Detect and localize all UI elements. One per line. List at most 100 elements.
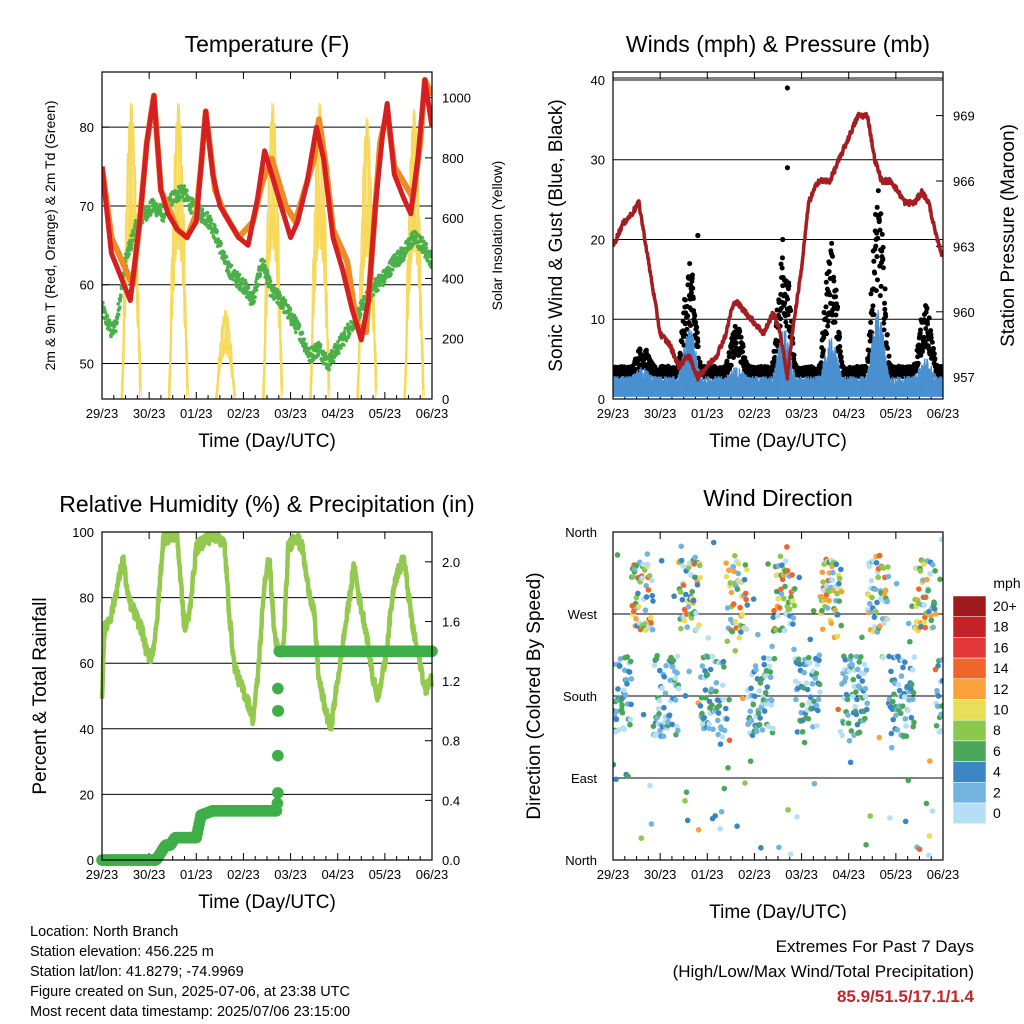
direction-point [661, 673, 668, 680]
direction-point [683, 789, 690, 796]
direction-point [613, 776, 619, 783]
dewpoint-point [331, 359, 336, 364]
dewpoint-point [318, 342, 323, 347]
direction-point [648, 620, 654, 626]
dewpoint-point [389, 272, 393, 276]
gust-point [930, 345, 936, 351]
dewpoint-point [297, 323, 302, 327]
x-tick-label: 03/23 [274, 867, 307, 882]
gust-point [876, 217, 882, 223]
gust-point [929, 339, 935, 345]
dewpoint-point [205, 210, 210, 215]
y-tick-label: South [563, 689, 597, 704]
gust-point [823, 279, 829, 285]
gust-point [824, 331, 830, 337]
winds-panel: Winds (mph) & Pressure (mb) 29/23 30/23 01/… [546, 31, 1019, 452]
solar-insolation-line [214, 309, 237, 399]
y2-axis-label: Station Pressure (Maroon) [998, 124, 1019, 347]
y2-tick-label: 1000 [442, 91, 471, 106]
gust-point [883, 313, 889, 319]
solar-insolation-line [167, 102, 189, 399]
gust-point [877, 227, 883, 233]
gust-point [825, 323, 831, 329]
gust-point [740, 344, 746, 350]
direction-point [614, 552, 621, 558]
dewpoint-point [429, 265, 432, 269]
direction-point [671, 593, 677, 600]
dewpoint-point [390, 267, 395, 272]
dewpoint-point [118, 297, 123, 302]
dewpoint-point [328, 363, 333, 367]
plot-frame [101, 71, 433, 400]
dewpoint-point [278, 293, 283, 298]
x-axis-label: Time (Day/UTC) [709, 902, 847, 920]
dewpoint-point [382, 279, 387, 284]
dewpoint-point [222, 250, 226, 255]
gust-point [881, 327, 887, 333]
dewpoint-point [129, 242, 134, 247]
y2-tick-label: 0.4 [442, 793, 460, 808]
direction-point [623, 676, 630, 683]
precip-point [272, 682, 284, 695]
direction-point [672, 675, 679, 681]
dewpoint-point [180, 195, 185, 199]
direction-point [696, 622, 702, 628]
direction-point [613, 761, 617, 768]
x-tick-label: 04/23 [321, 867, 354, 882]
dewpoint-point [116, 302, 120, 306]
gust-point [833, 312, 839, 318]
y2-tick-label: 963 [953, 239, 975, 254]
y2-tick-label: 957 [953, 370, 975, 385]
direction-point [685, 604, 692, 610]
gust-point [827, 261, 833, 267]
y-axis-label: Percent & Total Rainfall [30, 597, 51, 794]
gust-point [932, 356, 938, 362]
x-tick-label: 04/23 [832, 867, 865, 882]
y-axis-label: Sonic Wind & Gust (Blue, Black) [546, 99, 567, 371]
dewpoint-point [263, 265, 268, 270]
direction-point [627, 658, 634, 665]
direction-point [674, 653, 681, 660]
direction-point [615, 686, 621, 692]
dewpoint-point [262, 259, 267, 263]
gust-point [917, 327, 923, 333]
direction-point [656, 711, 662, 717]
y2-tick-label: 2.0 [442, 555, 460, 570]
direction-point [627, 721, 633, 728]
direction-point [642, 607, 649, 614]
precip-point [272, 749, 284, 762]
gust-point [871, 312, 877, 318]
gust-point [728, 345, 734, 351]
direction-point [649, 592, 656, 599]
dewpoint-point [419, 239, 423, 244]
gust-point [868, 319, 874, 325]
dewpoint-point [235, 270, 240, 275]
dewpoint-point [131, 228, 136, 232]
x-tick-label: 04/23 [832, 406, 865, 421]
direction-point [643, 594, 650, 600]
dewpoint-point [154, 201, 159, 206]
dewpoint-point [256, 283, 261, 287]
direction-point [682, 798, 688, 804]
direction-point [624, 681, 630, 687]
plot-frame [101, 531, 433, 861]
direction-point [694, 581, 701, 588]
dewpoint-point [177, 198, 182, 202]
dewpoint-point [268, 279, 273, 284]
x-tick-label: 04/23 [321, 406, 354, 421]
x-tick-label: 01/23 [180, 406, 213, 421]
y2-tick-label: 400 [442, 271, 464, 286]
gust-point [928, 335, 934, 341]
temperature-series [102, 76, 432, 399]
direction-point [647, 615, 654, 621]
dewpoint-point [105, 314, 110, 319]
dewpoint-point [371, 293, 376, 297]
y-tick-label: 0 [598, 392, 605, 407]
dewpoint-point [254, 279, 258, 284]
direction-point [686, 668, 692, 675]
direction-point [643, 582, 649, 589]
y-tick-label: 30 [591, 153, 605, 168]
dewpoint-point [424, 242, 428, 247]
gust-point [688, 290, 694, 296]
direction-point [661, 704, 667, 711]
